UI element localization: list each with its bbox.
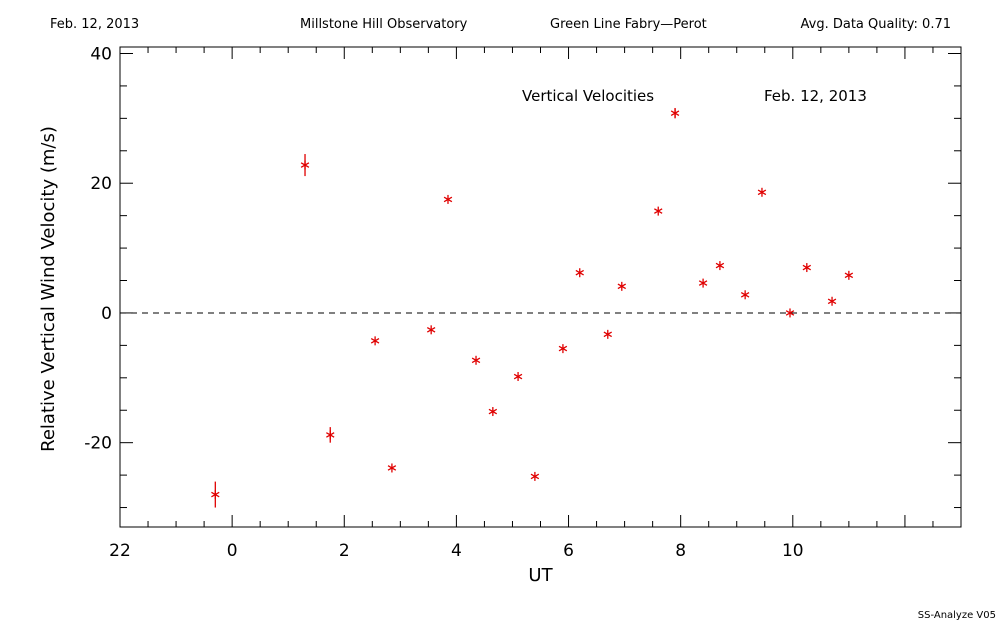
marker-stroke	[471, 357, 481, 364]
header-data-quality: Avg. Data Quality: 0.71	[800, 17, 951, 32]
marker-stroke	[802, 264, 812, 271]
marker-stroke	[426, 326, 436, 333]
x-tick-label: 0	[227, 541, 238, 561]
marker-stroke	[530, 473, 540, 480]
x-tick-label: 22	[109, 541, 131, 561]
x-tick-label: 6	[563, 541, 574, 561]
data-point	[370, 336, 380, 346]
x-tick-label: 2	[339, 541, 350, 561]
data-point	[426, 325, 436, 335]
data-point	[785, 308, 795, 318]
data-point	[654, 206, 663, 216]
header-observatory: Millstone Hill Observatory	[300, 17, 468, 32]
marker-stroke	[326, 432, 335, 438]
data-point	[488, 407, 498, 417]
marker-stroke	[575, 269, 584, 276]
marker-stroke	[211, 491, 220, 498]
marker-stroke	[698, 280, 708, 286]
annotation-title: Vertical Velocities	[522, 87, 654, 105]
x-tick-label: 4	[451, 541, 462, 561]
x-tick-label: 10	[782, 541, 804, 561]
marker-stroke	[757, 189, 767, 196]
marker-stroke	[558, 345, 568, 352]
plot-frame	[119, 46, 962, 528]
x-axis-label: UT	[528, 565, 553, 586]
header-date: Feb. 12, 2013	[50, 17, 140, 32]
data-points	[211, 107, 854, 508]
marker-stroke	[603, 331, 613, 338]
y-tick-label: -20	[84, 434, 112, 454]
data-point	[617, 281, 627, 291]
marker-stroke	[370, 338, 380, 344]
data-point	[471, 355, 481, 365]
marker-stroke	[654, 208, 663, 214]
x-tick-label: 8	[675, 541, 686, 561]
marker-stroke	[513, 373, 523, 380]
marker-stroke	[740, 291, 750, 298]
tick-labels: 22 0 2 4 6 8 10 -20 0 20 40	[84, 44, 803, 561]
data-point	[740, 290, 750, 300]
y-axis-label: Relative Vertical Wind Velocity (m/s)	[38, 126, 59, 452]
data-point	[575, 268, 584, 278]
data-point	[670, 107, 680, 119]
data-point	[443, 194, 453, 204]
marker-stroke	[300, 162, 310, 168]
data-point	[603, 329, 613, 339]
data-point	[827, 296, 837, 306]
marker-stroke	[785, 310, 795, 316]
data-point	[558, 344, 568, 354]
data-point	[715, 261, 725, 271]
version-footer: SS-Analyze V05	[917, 610, 996, 621]
marker-stroke	[715, 262, 725, 269]
marker-stroke	[844, 272, 854, 279]
marker-stroke	[617, 283, 627, 290]
marker-stroke	[827, 298, 837, 305]
header-instrument: Green Line Fabry—Perot	[550, 17, 707, 32]
data-point	[513, 372, 523, 382]
marker-stroke	[443, 196, 453, 203]
data-point	[387, 463, 397, 473]
data-point	[211, 481, 220, 508]
annotation-date: Feb. 12, 2013	[764, 87, 867, 105]
y-tick-label: 0	[101, 304, 112, 324]
y-tick-label: 40	[90, 44, 112, 64]
data-point	[802, 263, 812, 273]
axis-ticks	[120, 47, 961, 527]
data-point	[300, 154, 310, 177]
data-point	[326, 427, 335, 443]
marker-stroke	[387, 465, 397, 471]
marker-stroke	[670, 110, 680, 116]
data-point	[757, 187, 767, 197]
y-tick-label: 20	[90, 174, 112, 194]
data-point	[530, 471, 540, 481]
data-point	[844, 270, 854, 280]
data-point	[698, 278, 708, 288]
marker-stroke	[488, 408, 498, 415]
